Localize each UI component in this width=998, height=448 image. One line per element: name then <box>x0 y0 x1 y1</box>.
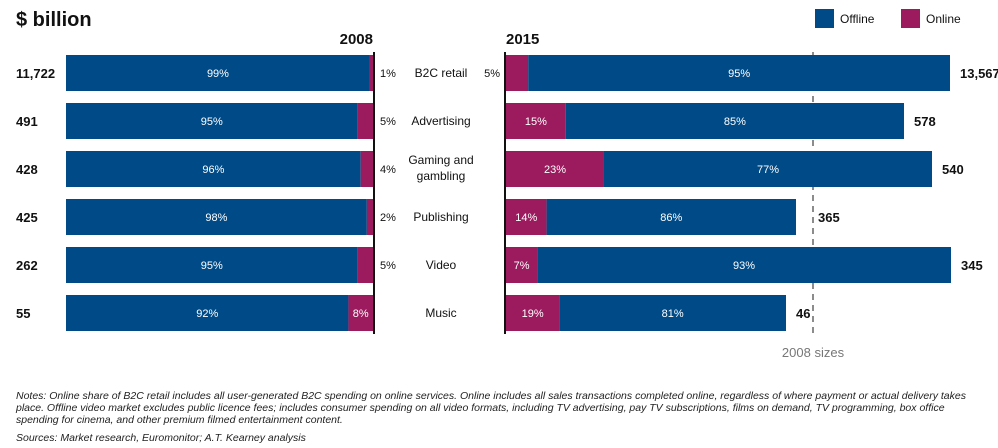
bar-2008-offline <box>66 151 361 187</box>
bar-2008-online <box>366 199 373 235</box>
bar-2008-offline <box>66 55 370 91</box>
legend-swatch-offline <box>815 9 834 28</box>
data-label-2015-offline: 85% <box>724 116 746 128</box>
data-label-2015-online: 7% <box>514 260 530 272</box>
bar-2008-offline <box>66 247 358 283</box>
data-label-2015-online: 14% <box>515 212 537 224</box>
data-label-2015-online: 23% <box>544 164 566 176</box>
bar-2015-offline <box>546 199 796 235</box>
bar-2015-offline <box>537 247 951 283</box>
bar-2015-offline <box>528 55 950 91</box>
total-label-2008: 425 <box>16 210 38 225</box>
category-label: Music <box>425 306 456 320</box>
chart-notes: Notes: Online share of B2C retail includ… <box>16 390 966 426</box>
data-label-2008-offline: 95% <box>201 260 223 272</box>
data-label-2008-offline: 99% <box>207 68 229 80</box>
bar-2008-online <box>348 295 373 331</box>
total-label-2015: 46 <box>796 306 810 321</box>
data-label-2008-online: 1% <box>380 68 396 80</box>
bar-2015-online <box>506 295 560 331</box>
total-label-2015: 13,567 <box>960 66 998 81</box>
data-label-2008-online: 4% <box>380 164 396 176</box>
data-label-2015-offline: 93% <box>733 260 755 272</box>
data-label-2008-offline: 92% <box>196 308 218 320</box>
data-label-2008-offline: 96% <box>202 164 224 176</box>
panel-title-2015: 2015 <box>506 31 539 48</box>
data-label-2015-online: 15% <box>525 116 547 128</box>
total-label-2015: 345 <box>961 258 983 273</box>
total-label-2008: 262 <box>16 258 38 273</box>
bar-2008-offline <box>66 103 358 139</box>
bar-2008-online <box>357 103 373 139</box>
data-label-2015-offline: 81% <box>662 308 684 320</box>
total-label-2015: 578 <box>914 114 936 129</box>
total-label-2008: 11,722 <box>16 66 55 81</box>
bar-2015-offline <box>603 151 932 187</box>
category-label: Video <box>426 258 457 272</box>
data-label-2008-offline: 98% <box>205 212 227 224</box>
bar-2015-online <box>506 55 529 91</box>
total-label-2008: 428 <box>16 162 38 177</box>
bar-2008-online <box>369 55 373 91</box>
category-label: B2C retail <box>415 66 468 80</box>
bar-2015-offline <box>565 103 904 139</box>
total-label-2008: 55 <box>16 306 30 321</box>
data-label-2015-offline: 95% <box>728 68 750 80</box>
data-label-2008-online: 5% <box>380 116 396 128</box>
bar-2015-online <box>506 199 547 235</box>
category-label: Gaming and gambling <box>408 153 473 183</box>
bar-2015-online <box>506 247 538 283</box>
total-label-2008: 491 <box>16 114 38 129</box>
data-label-2008-offline: 95% <box>201 116 223 128</box>
data-label-2015-online: 5% <box>484 68 500 80</box>
data-label-2008-online: 2% <box>380 212 396 224</box>
bar-2008-online <box>357 247 373 283</box>
bar-2008-offline <box>66 199 367 235</box>
bar-2008-offline <box>66 295 349 331</box>
total-label-2015: 365 <box>818 210 840 225</box>
legend-label-offline: Offline <box>840 12 875 26</box>
chart-sources: Sources: Market research, Euromonitor; A… <box>16 432 306 444</box>
data-label-2008-online: 8% <box>353 308 369 320</box>
bar-2008-online <box>360 151 373 187</box>
legend-label-online: Online <box>926 12 961 26</box>
bar-2015-online <box>506 103 566 139</box>
category-label: Advertising <box>411 114 470 128</box>
bar-2015-online <box>506 151 604 187</box>
reference-line-label: 2008 sizes <box>782 345 845 360</box>
panel-title-2008: 2008 <box>340 31 373 48</box>
legend-swatch-online <box>901 9 920 28</box>
data-label-2015-offline: 86% <box>660 212 682 224</box>
bar-2015-offline <box>559 295 786 331</box>
unit-label: $ billion <box>16 9 92 31</box>
category-label: Publishing <box>413 210 468 224</box>
data-label-2008-online: 5% <box>380 260 396 272</box>
data-label-2015-online: 19% <box>522 308 544 320</box>
total-label-2015: 540 <box>942 162 964 177</box>
data-label-2015-offline: 77% <box>757 164 779 176</box>
